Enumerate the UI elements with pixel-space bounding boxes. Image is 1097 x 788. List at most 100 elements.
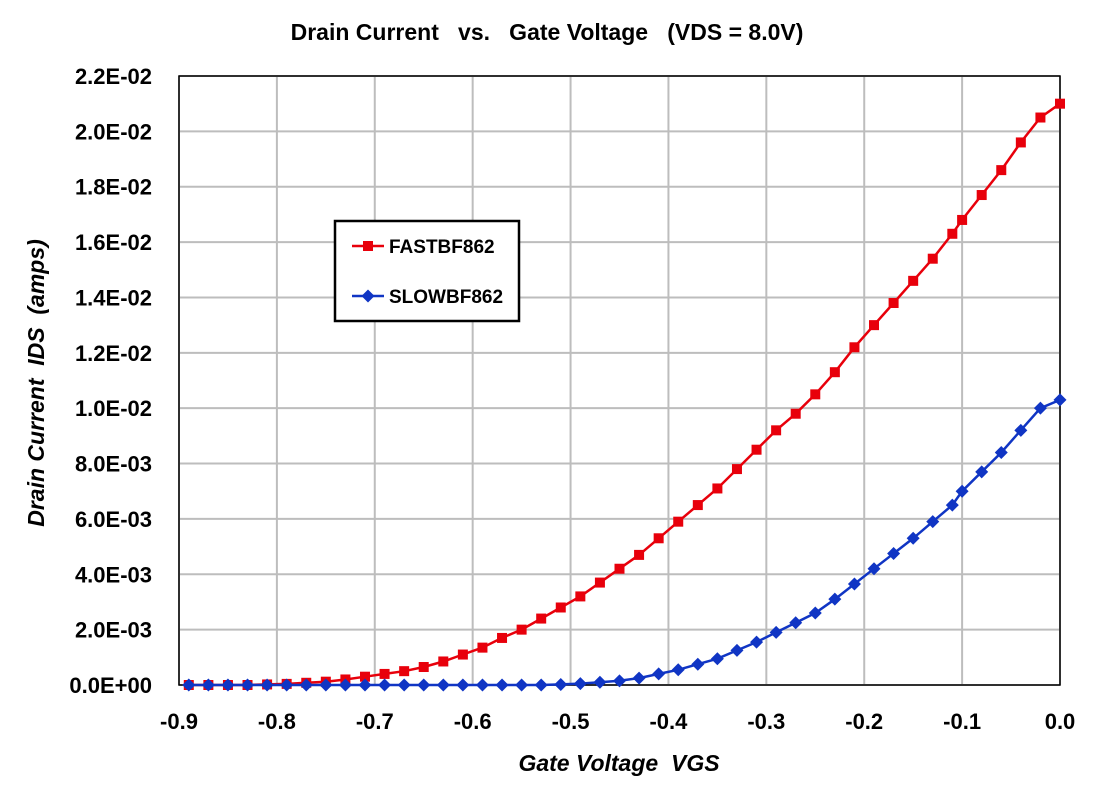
data-point-slowbf862 (573, 677, 587, 691)
data-point-slowbf862 (1033, 401, 1047, 415)
data-point-fastbf862 (438, 656, 449, 667)
y-tick-label: 1.0E-02 (75, 396, 152, 421)
series-line-slowbf862 (188, 398, 1061, 687)
data-point-fastbf862 (927, 253, 938, 264)
data-point-slowbf862 (280, 678, 294, 692)
y-tick-label: 2.2E-02 (75, 64, 152, 89)
data-point-fastbf862 (614, 563, 625, 574)
data-point-fastbf862 (947, 228, 958, 239)
data-point-fastbf862 (1035, 112, 1046, 123)
data-point-slowbf862 (994, 445, 1008, 459)
y-tick-label: 1.6E-02 (75, 230, 152, 255)
legend-box (333, 219, 521, 323)
data-point-fastbf862 (712, 483, 723, 494)
data-point-slowbf862 (691, 657, 705, 671)
x-tick-label: -0.2 (845, 709, 883, 734)
data-point-slowbf862 (593, 675, 607, 689)
data-point-fastbf862 (536, 613, 547, 624)
y-tick-label: 6.0E-03 (75, 507, 152, 532)
x-tick-label: -0.5 (552, 709, 590, 734)
data-point-slowbf862 (515, 678, 529, 692)
data-point-fastbf862 (477, 642, 488, 653)
data-point-slowbf862 (613, 674, 626, 688)
series-layer (182, 98, 1067, 692)
y-tick-label: 8.0E-03 (75, 452, 152, 477)
data-point-fastbf862 (1055, 98, 1065, 109)
data-point-fastbf862 (829, 367, 840, 378)
data-point-fastbf862 (869, 320, 880, 331)
data-point-slowbf862 (632, 671, 646, 685)
x-tick-label: -0.7 (356, 709, 394, 734)
data-point-slowbf862 (730, 643, 744, 657)
y-axis-label: Drain Current IDS (amps) (23, 239, 49, 527)
x-tick-label: -0.1 (943, 709, 981, 734)
data-point-slowbf862 (710, 652, 724, 666)
data-point-slowbf862 (436, 678, 450, 692)
data-point-slowbf862 (378, 678, 392, 692)
data-point-fastbf862 (634, 549, 645, 560)
data-point-fastbf862 (399, 666, 410, 677)
data-point-slowbf862 (338, 678, 352, 692)
grid (178, 75, 1061, 686)
data-point-slowbf862 (867, 562, 881, 576)
data-point-fastbf862 (908, 275, 919, 286)
data-point-slowbf862 (671, 663, 685, 677)
y-tick-label: 2.0E-02 (75, 119, 152, 144)
y-tick-label: 0.0E+00 (69, 673, 152, 698)
data-point-slowbf862 (319, 678, 333, 692)
data-point-slowbf862 (534, 678, 548, 692)
data-point-slowbf862 (397, 678, 411, 692)
legend-label-slowbf862: SLOWBF862 (389, 287, 503, 308)
data-point-slowbf862 (906, 531, 920, 545)
data-point-slowbf862 (475, 678, 489, 692)
data-point-fastbf862 (976, 190, 987, 201)
data-point-fastbf862 (731, 464, 742, 475)
data-point-slowbf862 (808, 606, 822, 620)
data-point-fastbf862 (575, 591, 586, 602)
data-point-fastbf862 (849, 342, 860, 353)
data-point-slowbf862 (182, 678, 196, 692)
data-point-fastbf862 (888, 297, 899, 308)
data-point-slowbf862 (945, 498, 959, 512)
data-point-slowbf862 (769, 625, 783, 639)
data-point-fastbf862 (418, 662, 429, 673)
data-point-fastbf862 (497, 632, 508, 643)
data-point-slowbf862 (221, 678, 235, 692)
data-point-fastbf862 (692, 500, 703, 511)
series-slowbf862 (182, 393, 1067, 692)
data-point-fastbf862 (379, 668, 390, 679)
data-point-fastbf862 (457, 649, 468, 660)
data-point-slowbf862 (299, 678, 313, 692)
x-tick-label: 0.0 (1045, 709, 1076, 734)
data-point-slowbf862 (495, 678, 509, 692)
x-tick-label: -0.6 (454, 709, 492, 734)
data-point-fastbf862 (1015, 137, 1026, 148)
data-point-fastbf862 (996, 165, 1007, 176)
data-point-slowbf862 (358, 678, 372, 692)
x-tick-label: -0.3 (747, 709, 785, 734)
data-point-slowbf862 (260, 678, 274, 692)
data-point-fastbf862 (957, 214, 968, 225)
y-tick-label: 1.4E-02 (75, 285, 152, 310)
legend: FASTBF862 SLOWBF862 (333, 219, 521, 323)
chart-title: Drain Current vs. Gate Voltage (VDS = 8.… (291, 19, 804, 45)
data-point-slowbf862 (789, 616, 803, 630)
data-point-slowbf862 (847, 577, 861, 591)
legend-marker-slowbf862 (361, 289, 375, 303)
data-point-slowbf862 (652, 667, 666, 681)
data-point-slowbf862 (926, 515, 940, 529)
x-tick-label: -0.9 (160, 709, 198, 734)
data-point-fastbf862 (653, 533, 664, 544)
data-point-slowbf862 (417, 678, 431, 692)
x-axis-label: Gate Voltage VGS (518, 750, 720, 776)
data-point-fastbf862 (673, 516, 684, 527)
data-point-slowbf862 (201, 678, 215, 692)
data-point-slowbf862 (955, 484, 969, 498)
data-point-fastbf862 (751, 444, 762, 455)
data-point-fastbf862 (771, 425, 782, 436)
data-point-slowbf862 (828, 592, 842, 606)
data-point-slowbf862 (456, 678, 470, 692)
data-point-slowbf862 (554, 677, 568, 691)
data-point-fastbf862 (555, 602, 566, 613)
data-point-fastbf862 (790, 408, 801, 419)
